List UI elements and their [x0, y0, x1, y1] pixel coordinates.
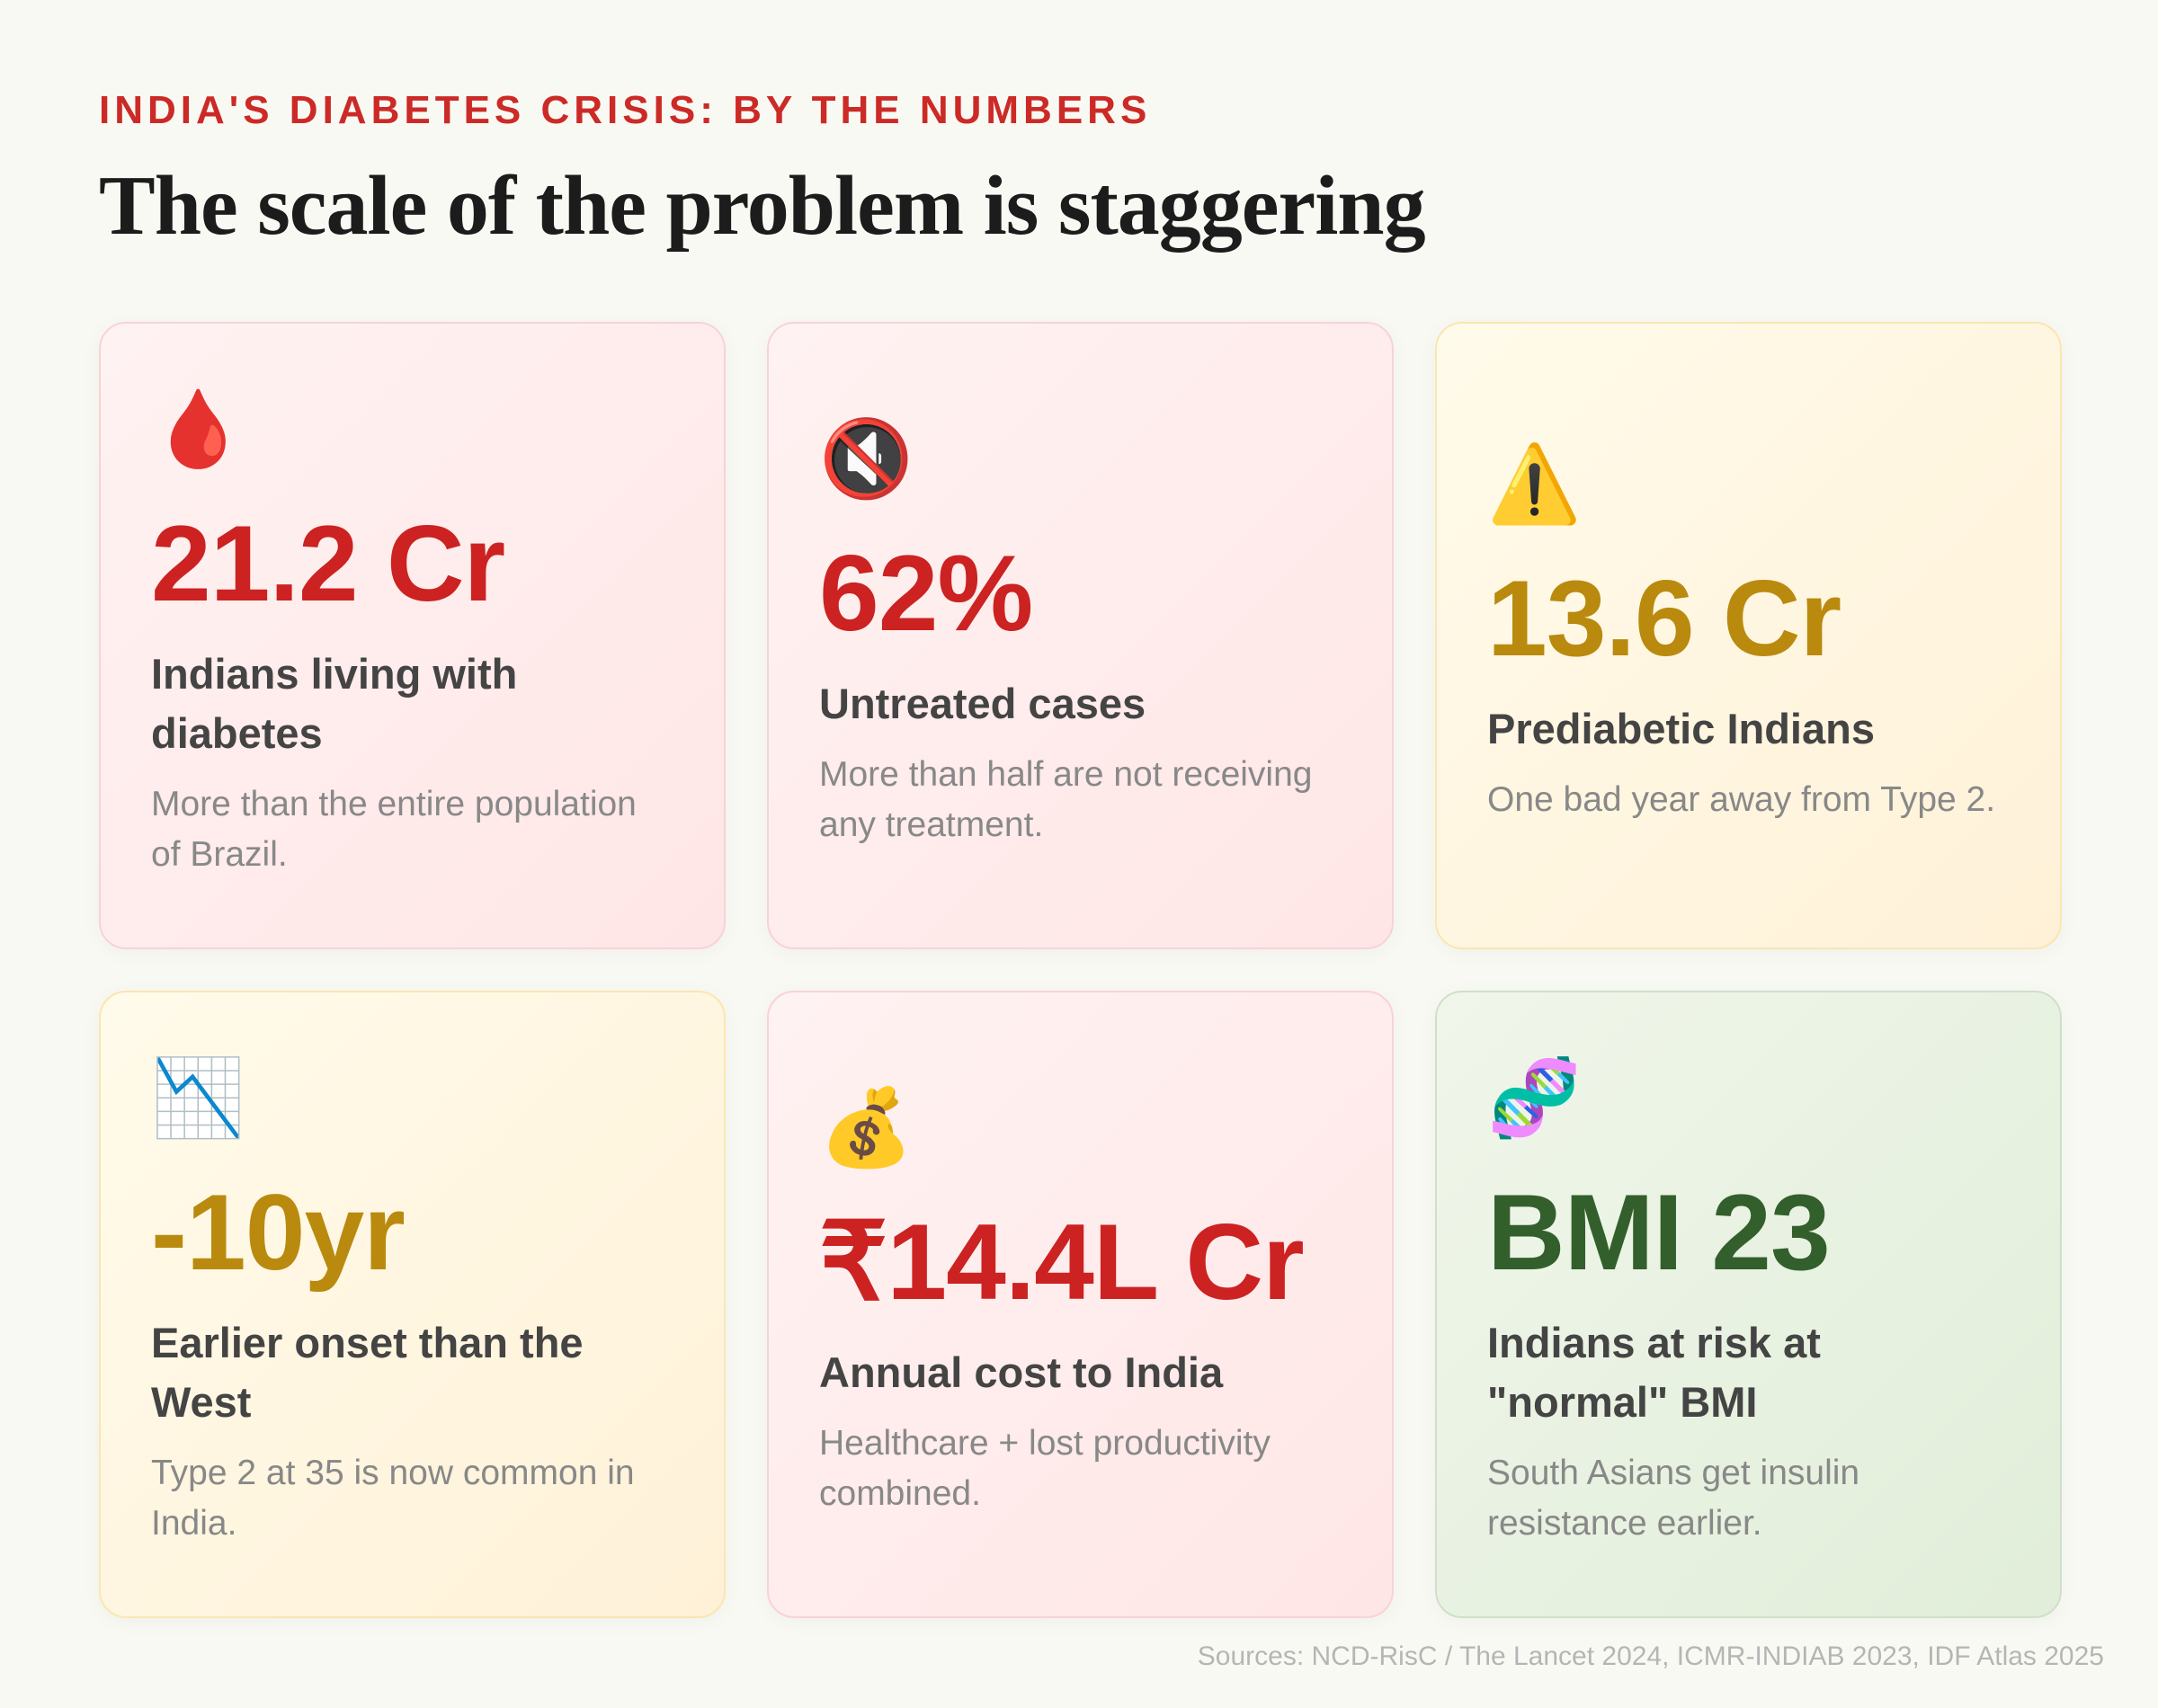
stat-label: Indians at risk at "normal" BMI	[1487, 1319, 1821, 1426]
stat-card-diabetics: 🩸 21.2 Cr Indians living with diabetes M…	[99, 322, 726, 949]
drop-of-blood-icon: 🩸	[151, 387, 245, 471]
stat-card-prediabetic: ⚠️ 13.6 Cr Prediabetic Indians One bad y…	[1435, 322, 2062, 949]
stat-value: BMI 23	[1487, 1172, 1831, 1293]
stat-description: Healthcare + lost productivity combined.	[819, 1424, 1271, 1513]
sources-footnote: Sources: NCD-RisC / The Lancet 2024, ICM…	[1197, 1641, 2104, 1671]
dna-icon: 🧬	[1487, 1055, 1582, 1140]
stat-description: One bad year away from Type 2.	[1487, 780, 1996, 819]
stat-label: Earlier onset than the West	[151, 1319, 584, 1426]
stat-label: Annual cost to India	[819, 1348, 1224, 1396]
stat-card-bmi: 🧬 BMI 23 Indians at risk at "normal" BMI…	[1435, 991, 2062, 1618]
stat-value: 13.6 Cr	[1487, 558, 1841, 679]
money-bag-icon: 💰	[819, 1085, 914, 1170]
stat-description: Type 2 at 35 is now common in India.	[151, 1454, 635, 1543]
stat-label: Untreated cases	[819, 680, 1146, 727]
stat-label: Prediabetic Indians	[1487, 705, 1875, 752]
stat-value: 62%	[819, 533, 1033, 654]
page-title: The scale of the problem is staggering	[99, 159, 1426, 253]
warning-icon: ⚠️	[1487, 441, 1582, 526]
stat-value: 21.2 Cr	[151, 503, 505, 624]
section-kicker: INDIA'S DIABETES CRISIS: BY THE NUMBERS	[99, 88, 1152, 132]
stat-label: Indians living with diabetes	[151, 650, 518, 757]
muted-speaker-icon: 🔇	[819, 416, 914, 501]
stat-description: South Asians get insulin resistance earl…	[1487, 1454, 1860, 1543]
stats-grid: 🩸 21.2 Cr Indians living with diabetes M…	[99, 322, 2062, 1618]
stat-description: More than half are not receiving any tre…	[819, 755, 1313, 844]
stat-value: ₹14.4L Cr	[819, 1202, 1305, 1322]
chart-decreasing-icon: 📉	[151, 1055, 245, 1140]
stat-description: More than the entire population of Brazi…	[151, 785, 637, 874]
stat-value: -10yr	[151, 1172, 406, 1293]
stat-card-annual-cost: 💰 ₹14.4L Cr Annual cost to India Healthc…	[767, 991, 1394, 1618]
stat-card-untreated: 🔇 62% Untreated cases More than half are…	[767, 322, 1394, 949]
stat-card-earlier-onset: 📉 -10yr Earlier onset than the West Type…	[99, 991, 726, 1618]
